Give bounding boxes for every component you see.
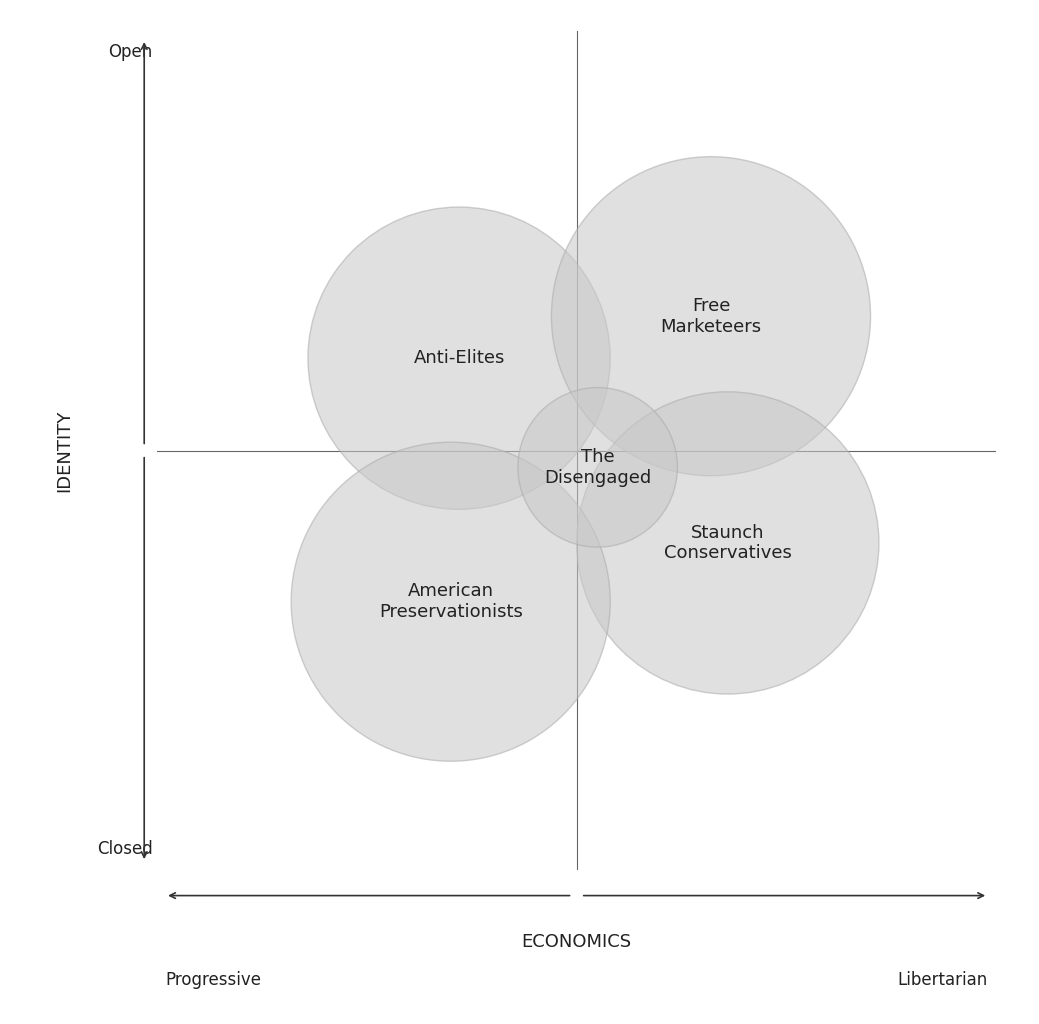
Text: IDENTITY: IDENTITY [55, 410, 74, 492]
Text: ECONOMICS: ECONOMICS [522, 933, 632, 950]
Circle shape [577, 392, 879, 694]
Circle shape [291, 442, 610, 761]
Circle shape [308, 207, 610, 509]
Text: Staunch
Conservatives: Staunch Conservatives [664, 523, 792, 562]
Text: Anti-Elites: Anti-Elites [414, 349, 505, 368]
Text: Libertarian: Libertarian [898, 971, 988, 988]
Text: Progressive: Progressive [165, 971, 261, 988]
Text: Closed: Closed [97, 840, 153, 858]
Circle shape [552, 157, 871, 476]
Text: Open: Open [108, 43, 153, 61]
Text: American
Preservationists: American Preservationists [379, 583, 523, 622]
Text: Free
Marketeers: Free Marketeers [661, 297, 762, 336]
Text: The
Disengaged: The Disengaged [544, 447, 651, 486]
Circle shape [517, 387, 677, 547]
